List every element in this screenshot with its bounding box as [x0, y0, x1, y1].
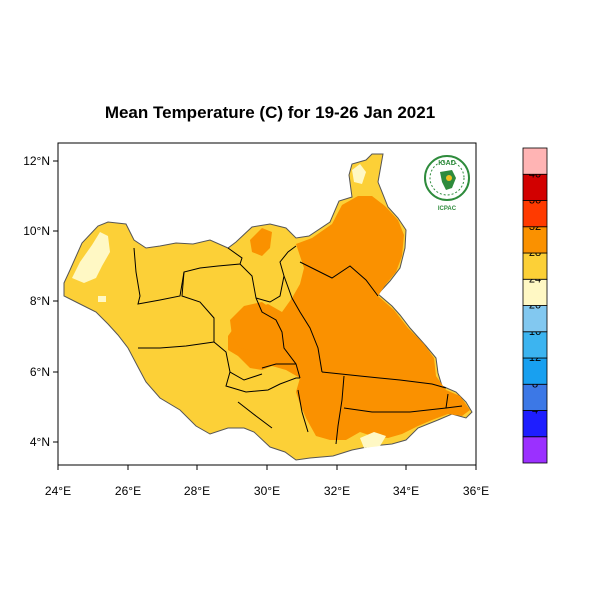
cool-patch-west-small — [98, 296, 106, 302]
y-tick-label: 10°N — [23, 224, 50, 238]
logo-bottom-text: ICPAC — [438, 206, 457, 212]
x-tick-label: 28°E — [184, 484, 210, 498]
y-tick-label: 12°N — [23, 154, 50, 168]
colorbar-swatch — [522, 173, 548, 201]
state-boundaries — [133, 245, 463, 445]
x-tick-label: 26°E — [115, 484, 141, 498]
colorbar-swatch — [522, 147, 548, 175]
logo-top-text: IGAD — [438, 160, 456, 167]
y-tick-label: 8°N — [30, 294, 50, 308]
map-title: Mean Temperature (C) for 19-26 Jan 2021 — [104, 103, 436, 122]
colorbar-swatch — [522, 305, 548, 333]
x-tick-label: 30°E — [254, 484, 280, 498]
cool-patch-west — [72, 232, 110, 283]
axis-ticks — [53, 160, 477, 470]
orange-region-east — [228, 196, 470, 440]
y-tick-label: 4°N — [30, 435, 50, 449]
colorbar-swatch — [522, 252, 548, 280]
orange-patch-west-center — [230, 302, 282, 352]
x-tick-label: 36°E — [463, 484, 489, 498]
cool-patch-south — [360, 432, 386, 448]
cool-patch-northeast — [352, 164, 366, 184]
x-tick-label: 32°E — [324, 484, 350, 498]
colorbar-swatch — [522, 331, 548, 359]
colorbar-swatch — [522, 410, 548, 438]
colorbar-swatch — [522, 383, 548, 411]
y-tick-label: 6°N — [30, 365, 50, 379]
colorbar-swatch — [522, 436, 548, 464]
colorbar: 481216202428323640 — [522, 147, 548, 464]
igad-logo: IGAD ICPAC — [424, 155, 470, 212]
colorbar-swatch — [522, 278, 548, 306]
x-tick-label: 24°E — [45, 484, 71, 498]
orange-patch-north — [250, 228, 272, 256]
x-tick-label: 34°E — [393, 484, 419, 498]
